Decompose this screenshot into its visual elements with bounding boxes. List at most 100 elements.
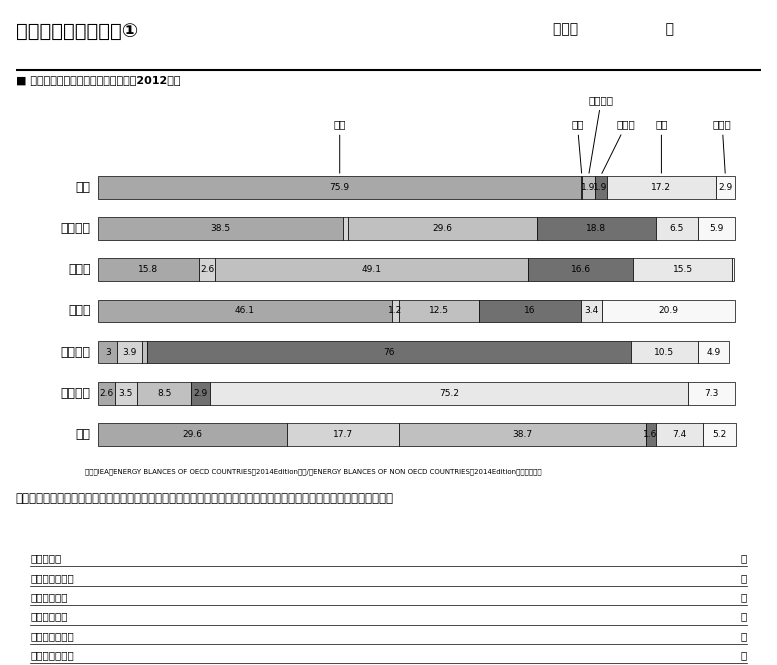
Bar [98,340,117,364]
Text: 2.9: 2.9 [718,183,733,192]
Text: ）: ） [740,553,747,563]
Bar [602,299,735,323]
Text: 17.2: 17.2 [651,183,671,192]
Bar [399,423,646,446]
Bar [580,299,602,323]
Text: 中国では（: 中国では（ [30,553,61,563]
Text: フランスでは（: フランスでは（ [30,631,75,641]
Text: 1.9: 1.9 [594,183,608,192]
Bar [581,176,583,199]
Text: 12.5: 12.5 [429,307,449,315]
Text: 16.6: 16.6 [570,265,591,274]
Bar [392,299,399,323]
Bar [716,176,734,199]
Text: 日本: 日本 [75,428,91,441]
Bar [698,340,729,364]
Bar [732,259,734,281]
Text: 38.7: 38.7 [512,430,532,439]
Bar [594,176,607,199]
Bar [583,176,594,199]
Bar [698,217,735,240]
Text: 石炭: 石炭 [333,120,346,173]
Text: 5.9: 5.9 [709,224,723,233]
Bar [98,259,199,281]
Text: 17.7: 17.7 [333,430,353,439]
Text: 4.9: 4.9 [706,348,720,356]
Text: 石油: 石油 [571,120,584,173]
Text: 1.2: 1.2 [388,307,402,315]
Bar [191,382,210,405]
Bar [117,340,142,364]
Bar [657,217,698,240]
Text: 20.9: 20.9 [659,307,679,315]
Text: 2.6: 2.6 [99,389,113,398]
Text: 75.2: 75.2 [439,389,459,398]
Bar [646,423,656,446]
Bar [348,217,537,240]
Bar [343,217,348,240]
Text: アメリカ: アメリカ [61,222,91,235]
Bar [688,382,734,405]
Bar [399,299,479,323]
Bar [147,340,631,364]
Text: 15.8: 15.8 [138,265,159,274]
Text: 3: 3 [105,348,110,356]
Bar [528,259,633,281]
Text: その他: その他 [713,120,732,173]
Text: ドイツでは（: ドイツでは（ [30,612,68,622]
Text: 29.6: 29.6 [433,224,452,233]
Bar [631,340,698,364]
Bar [537,217,657,240]
Bar [210,382,688,405]
Text: 46.1: 46.1 [235,307,255,315]
Text: 5.2: 5.2 [713,430,726,439]
Text: 6.5: 6.5 [670,224,685,233]
Text: 7.3: 7.3 [704,389,719,398]
Text: ブラジルでは（: ブラジルでは（ [30,650,75,660]
Bar [633,259,732,281]
Text: 76: 76 [383,348,395,356]
Text: 天然ガス: 天然ガス [589,95,614,173]
Text: 3.5: 3.5 [119,389,133,398]
Text: 10.5: 10.5 [654,348,674,356]
Text: ）: ） [740,650,747,660]
Bar [479,299,580,323]
Text: 1.6: 1.6 [643,430,658,439]
Text: 3.9: 3.9 [123,348,137,356]
Text: １．上の図から、国によって電源の使い方に違いがあることがわかります。それぞれの国の特徴を説明してみましょう。: １．上の図から、国によって電源の使い方に違いがあることがわかります。それぞれの国… [16,491,393,505]
Text: 16: 16 [524,307,535,315]
Text: ブラジル: ブラジル [61,387,91,400]
Text: ロシア: ロシア [68,263,91,276]
Text: 1.9: 1.9 [581,183,596,192]
Text: 3.4: 3.4 [584,307,598,315]
Text: 15.5: 15.5 [673,265,693,274]
Text: 8.5: 8.5 [157,389,171,398]
Text: フランス: フランス [61,346,91,358]
Text: 29.6: 29.6 [183,430,202,439]
Text: ロシアでは（: ロシアでは（ [30,592,68,602]
Text: 75.9: 75.9 [329,183,350,192]
Bar [98,382,115,405]
Bar [656,423,702,446]
Text: 水力: 水力 [655,120,667,173]
Bar [702,423,736,446]
Text: 原子力: 原子力 [602,120,636,174]
Text: 出典：IEA「ENERGY BLANCES OF OECD COUNTRIES（2014Edition）」/「ENERGY BLANCES OF NON OEC: 出典：IEA「ENERGY BLANCES OF OECD COUNTRIES（… [85,469,542,475]
Text: 理科用ワークシート①: 理科用ワークシート① [16,22,138,41]
Text: ）: ） [740,592,747,602]
Text: アメリカでは（: アメリカでは（ [30,573,75,583]
Text: ）: ） [740,631,747,641]
Text: 49.1: 49.1 [361,265,382,274]
Text: 名前（                    ）: 名前（ ） [552,22,674,37]
Bar [215,259,528,281]
Bar [287,423,399,446]
Text: ■ 主な国の電源別発電電力量の割合（2012年）: ■ 主な国の電源別発電電力量の割合（2012年） [16,75,180,85]
Text: 18.8: 18.8 [587,224,607,233]
Text: 38.5: 38.5 [211,224,231,233]
Bar [142,340,147,364]
Bar [98,176,581,199]
Text: 2.6: 2.6 [200,265,214,274]
Bar [137,382,191,405]
Text: ドイツ: ドイツ [68,305,91,317]
Text: ）: ） [740,612,747,622]
